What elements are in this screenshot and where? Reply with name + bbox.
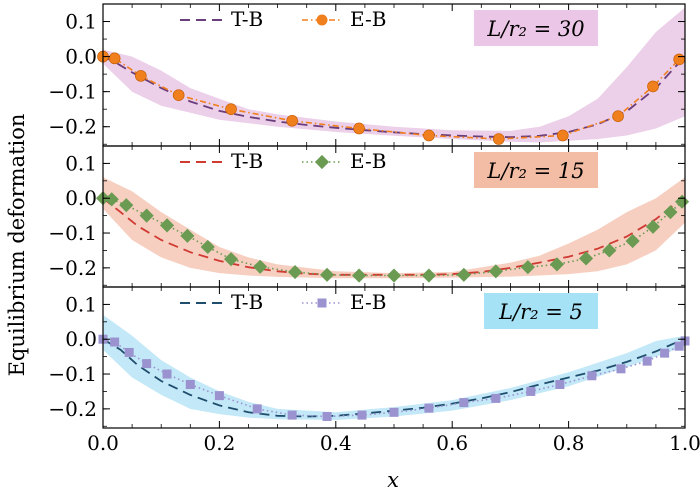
confidence-band — [103, 177, 685, 279]
series-line-e-b — [102, 197, 683, 277]
panel-tag-background — [484, 293, 598, 329]
data-point — [287, 410, 297, 420]
x-axis-title: x — [387, 468, 399, 492]
panel-3: 0.1 0.0 −0.1 −0.2 L/r₂ = 5 T-B E-B — [48, 286, 690, 429]
data-point — [353, 122, 365, 135]
panel-tag-label: L/r₂ = 30 — [486, 17, 584, 41]
data-point — [645, 219, 661, 234]
x-tick-label: 0.2 — [203, 431, 235, 455]
legend: T-B E-B — [180, 7, 386, 31]
data-point — [172, 89, 185, 101]
data-point — [549, 257, 565, 272]
data-point — [214, 391, 224, 401]
data-point — [180, 228, 195, 243]
panel-1: 0.1 0.0 −0.1 −0.2 L/r₂ = 30 T-B E-B — [48, 3, 686, 147]
data-point — [526, 386, 536, 396]
x-tick-label: 0.4 — [320, 431, 352, 455]
data-point — [625, 233, 640, 249]
data-point — [286, 114, 298, 127]
data-point — [110, 337, 120, 347]
x-tick-label: 0.0 — [87, 431, 119, 455]
data-point — [647, 80, 659, 93]
y-tick-label: 0.1 — [65, 10, 97, 34]
data-point — [108, 52, 121, 65]
data-point — [602, 243, 617, 258]
data-point — [663, 205, 678, 220]
data-point — [616, 364, 626, 374]
y-tick-label: −0.1 — [48, 362, 97, 386]
data-point — [612, 110, 624, 122]
data-point — [660, 348, 670, 358]
data-point — [352, 268, 367, 283]
confidence-band — [103, 314, 685, 420]
y-axis-title: Equilibrium deformation — [5, 114, 29, 377]
x-tick-label: 1.0 — [669, 431, 700, 455]
panels-group: 0.1 0.0 −0.1 −0.2 L/r₂ = 30 T-B E-B 0.1 0.0 −0.1 −… — [48, 3, 700, 455]
y-tick-label: 0.1 — [65, 151, 97, 175]
data-point — [319, 267, 335, 282]
data-point — [556, 129, 569, 142]
x-tick-label: 0.6 — [436, 431, 468, 455]
y-tick-label: −0.1 — [48, 80, 97, 104]
data-point — [386, 268, 402, 283]
data-point — [139, 208, 154, 223]
legend-marker — [314, 154, 330, 170]
data-point — [252, 404, 262, 414]
data-point — [424, 403, 434, 413]
y-tick-label: 0.0 — [65, 186, 97, 210]
data-point — [555, 379, 565, 389]
y-tick-label: 0.0 — [65, 45, 97, 69]
data-point — [322, 412, 332, 422]
data-point — [673, 53, 685, 66]
data-point — [185, 379, 195, 389]
data-point — [492, 133, 505, 145]
data-point — [459, 398, 469, 408]
legend-label: E-B — [350, 290, 386, 314]
data-point — [124, 347, 134, 357]
y-tick-label: −0.2 — [48, 256, 97, 280]
data-point — [520, 260, 535, 275]
y-tick-label: 0.0 — [65, 327, 97, 351]
data-point — [159, 218, 175, 233]
legend-label: T-B — [231, 7, 263, 31]
data-point — [225, 103, 237, 115]
legend: T-B E-B — [180, 290, 386, 314]
data-point — [423, 129, 435, 142]
data-point — [389, 407, 399, 417]
legend-label: T-B — [231, 290, 263, 314]
data-point — [491, 393, 501, 403]
data-point — [488, 264, 503, 279]
panel-tag-label: L/r₂ = 5 — [498, 300, 583, 324]
legend-label: T-B — [231, 149, 263, 173]
data-point — [357, 410, 367, 420]
legend-marker — [317, 298, 327, 308]
panel-tag-background — [474, 10, 598, 46]
panel-tag-background — [474, 152, 598, 188]
data-point — [135, 70, 147, 82]
data-point — [287, 264, 303, 280]
data-point — [578, 251, 594, 266]
x-tick-label: 0.8 — [553, 431, 585, 455]
y-tick-label: −0.1 — [48, 221, 97, 245]
legend-marker — [316, 14, 328, 26]
legend-label: E-B — [350, 7, 386, 31]
data-point — [162, 369, 172, 379]
y-tick-label: −0.2 — [48, 397, 97, 421]
confidence-band — [103, 7, 685, 143]
data-point — [223, 252, 239, 267]
data-point — [674, 341, 684, 351]
legend-label: E-B — [350, 149, 386, 173]
y-tick-label: 0.1 — [65, 292, 97, 316]
panel-tag-label: L/r₂ = 15 — [486, 159, 584, 183]
panel-2: 0.1 0.0 −0.1 −0.2 L/r₂ = 15 T-B E-B — [48, 145, 690, 288]
data-point — [587, 371, 597, 381]
data-point — [200, 239, 215, 255]
data-point — [421, 268, 436, 283]
data-point — [142, 359, 152, 369]
data-point — [456, 267, 471, 282]
y-tick-label: −0.2 — [48, 115, 97, 139]
data-point — [642, 356, 652, 366]
legend: T-B E-B — [180, 149, 386, 173]
